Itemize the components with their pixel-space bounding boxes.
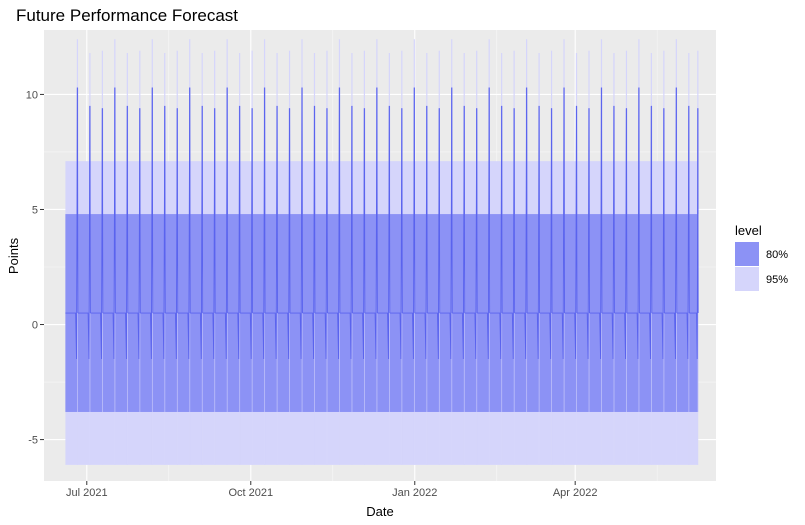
forecast-line	[339, 105, 353, 360]
forecast-line	[165, 108, 179, 360]
forecast-line	[489, 105, 503, 360]
forecast-line	[327, 87, 341, 360]
forecast-line	[527, 105, 540, 360]
y-axis-title: Points	[6, 237, 21, 274]
legend-label-95: 95%	[766, 274, 788, 286]
forecast-line	[227, 105, 241, 360]
forecast-line	[664, 87, 678, 360]
forecast-line	[314, 108, 328, 360]
forecast-line	[252, 87, 266, 360]
forecast-bands	[65, 39, 699, 465]
forecast-line	[614, 108, 628, 360]
legend: level 80% 95%	[735, 223, 788, 291]
forecast-line	[414, 105, 428, 360]
forecast-line	[377, 105, 391, 360]
x-tick-label: Apr 2022	[553, 487, 598, 499]
forecast-line	[152, 105, 166, 360]
legend-key-95	[735, 267, 759, 291]
forecast-line	[427, 108, 441, 360]
forecast-line	[302, 105, 316, 360]
legend-title: level	[735, 223, 762, 238]
y-tick-label: 5	[32, 204, 38, 216]
forecast-line	[277, 108, 291, 360]
legend-key-80	[735, 242, 759, 266]
x-tick-label: Oct 2021	[228, 487, 273, 499]
forecast-line	[177, 87, 191, 360]
forecast-line	[452, 105, 466, 360]
forecast-line	[464, 108, 478, 360]
forecast-line	[589, 87, 603, 360]
forecast-line	[77, 105, 91, 360]
forecast-line	[477, 87, 491, 360]
forecast-line	[514, 87, 528, 360]
forecast-line	[364, 87, 378, 360]
forecast-line	[676, 105, 690, 360]
forecast-line	[265, 105, 278, 360]
forecast-line	[439, 87, 453, 360]
forecast-line	[352, 108, 366, 360]
y-tick-label: 0	[32, 320, 38, 332]
forecast-line	[502, 108, 516, 360]
forecast-line	[127, 108, 141, 360]
forecast-line	[539, 108, 553, 360]
forecast-line	[564, 105, 578, 360]
x-tick-label: Jul 2021	[66, 487, 108, 499]
forecast-line	[140, 87, 154, 360]
forecast-line	[240, 108, 254, 360]
forecast-line	[639, 105, 653, 360]
x-axis: Jul 2021 Oct 2021 Jan 2022 Apr 2022	[66, 481, 598, 499]
forecast-line	[552, 87, 565, 360]
x-axis-title: Date	[366, 504, 393, 519]
chart-title: Future Performance Forecast	[16, 6, 239, 25]
forecast-line	[651, 108, 665, 360]
x-tick-label: Jan 2022	[392, 487, 437, 499]
forecast-line	[601, 105, 615, 360]
y-axis: -5 0 5 10	[26, 89, 44, 447]
forecast-line	[190, 105, 204, 360]
forecast-line	[215, 87, 229, 360]
forecast-line	[102, 87, 116, 360]
y-tick-label: -5	[28, 435, 38, 447]
forecast-line	[626, 87, 640, 360]
forecast-line	[389, 108, 403, 360]
forecast-line	[289, 87, 303, 360]
forecast-line	[202, 108, 216, 360]
forecast-line	[65, 87, 79, 360]
legend-label-80: 80%	[766, 249, 788, 261]
forecast-line	[115, 105, 129, 360]
forecast-line	[576, 108, 590, 360]
forecast-line	[90, 108, 104, 360]
y-tick-label: 10	[26, 89, 38, 101]
forecast-line	[402, 87, 416, 360]
